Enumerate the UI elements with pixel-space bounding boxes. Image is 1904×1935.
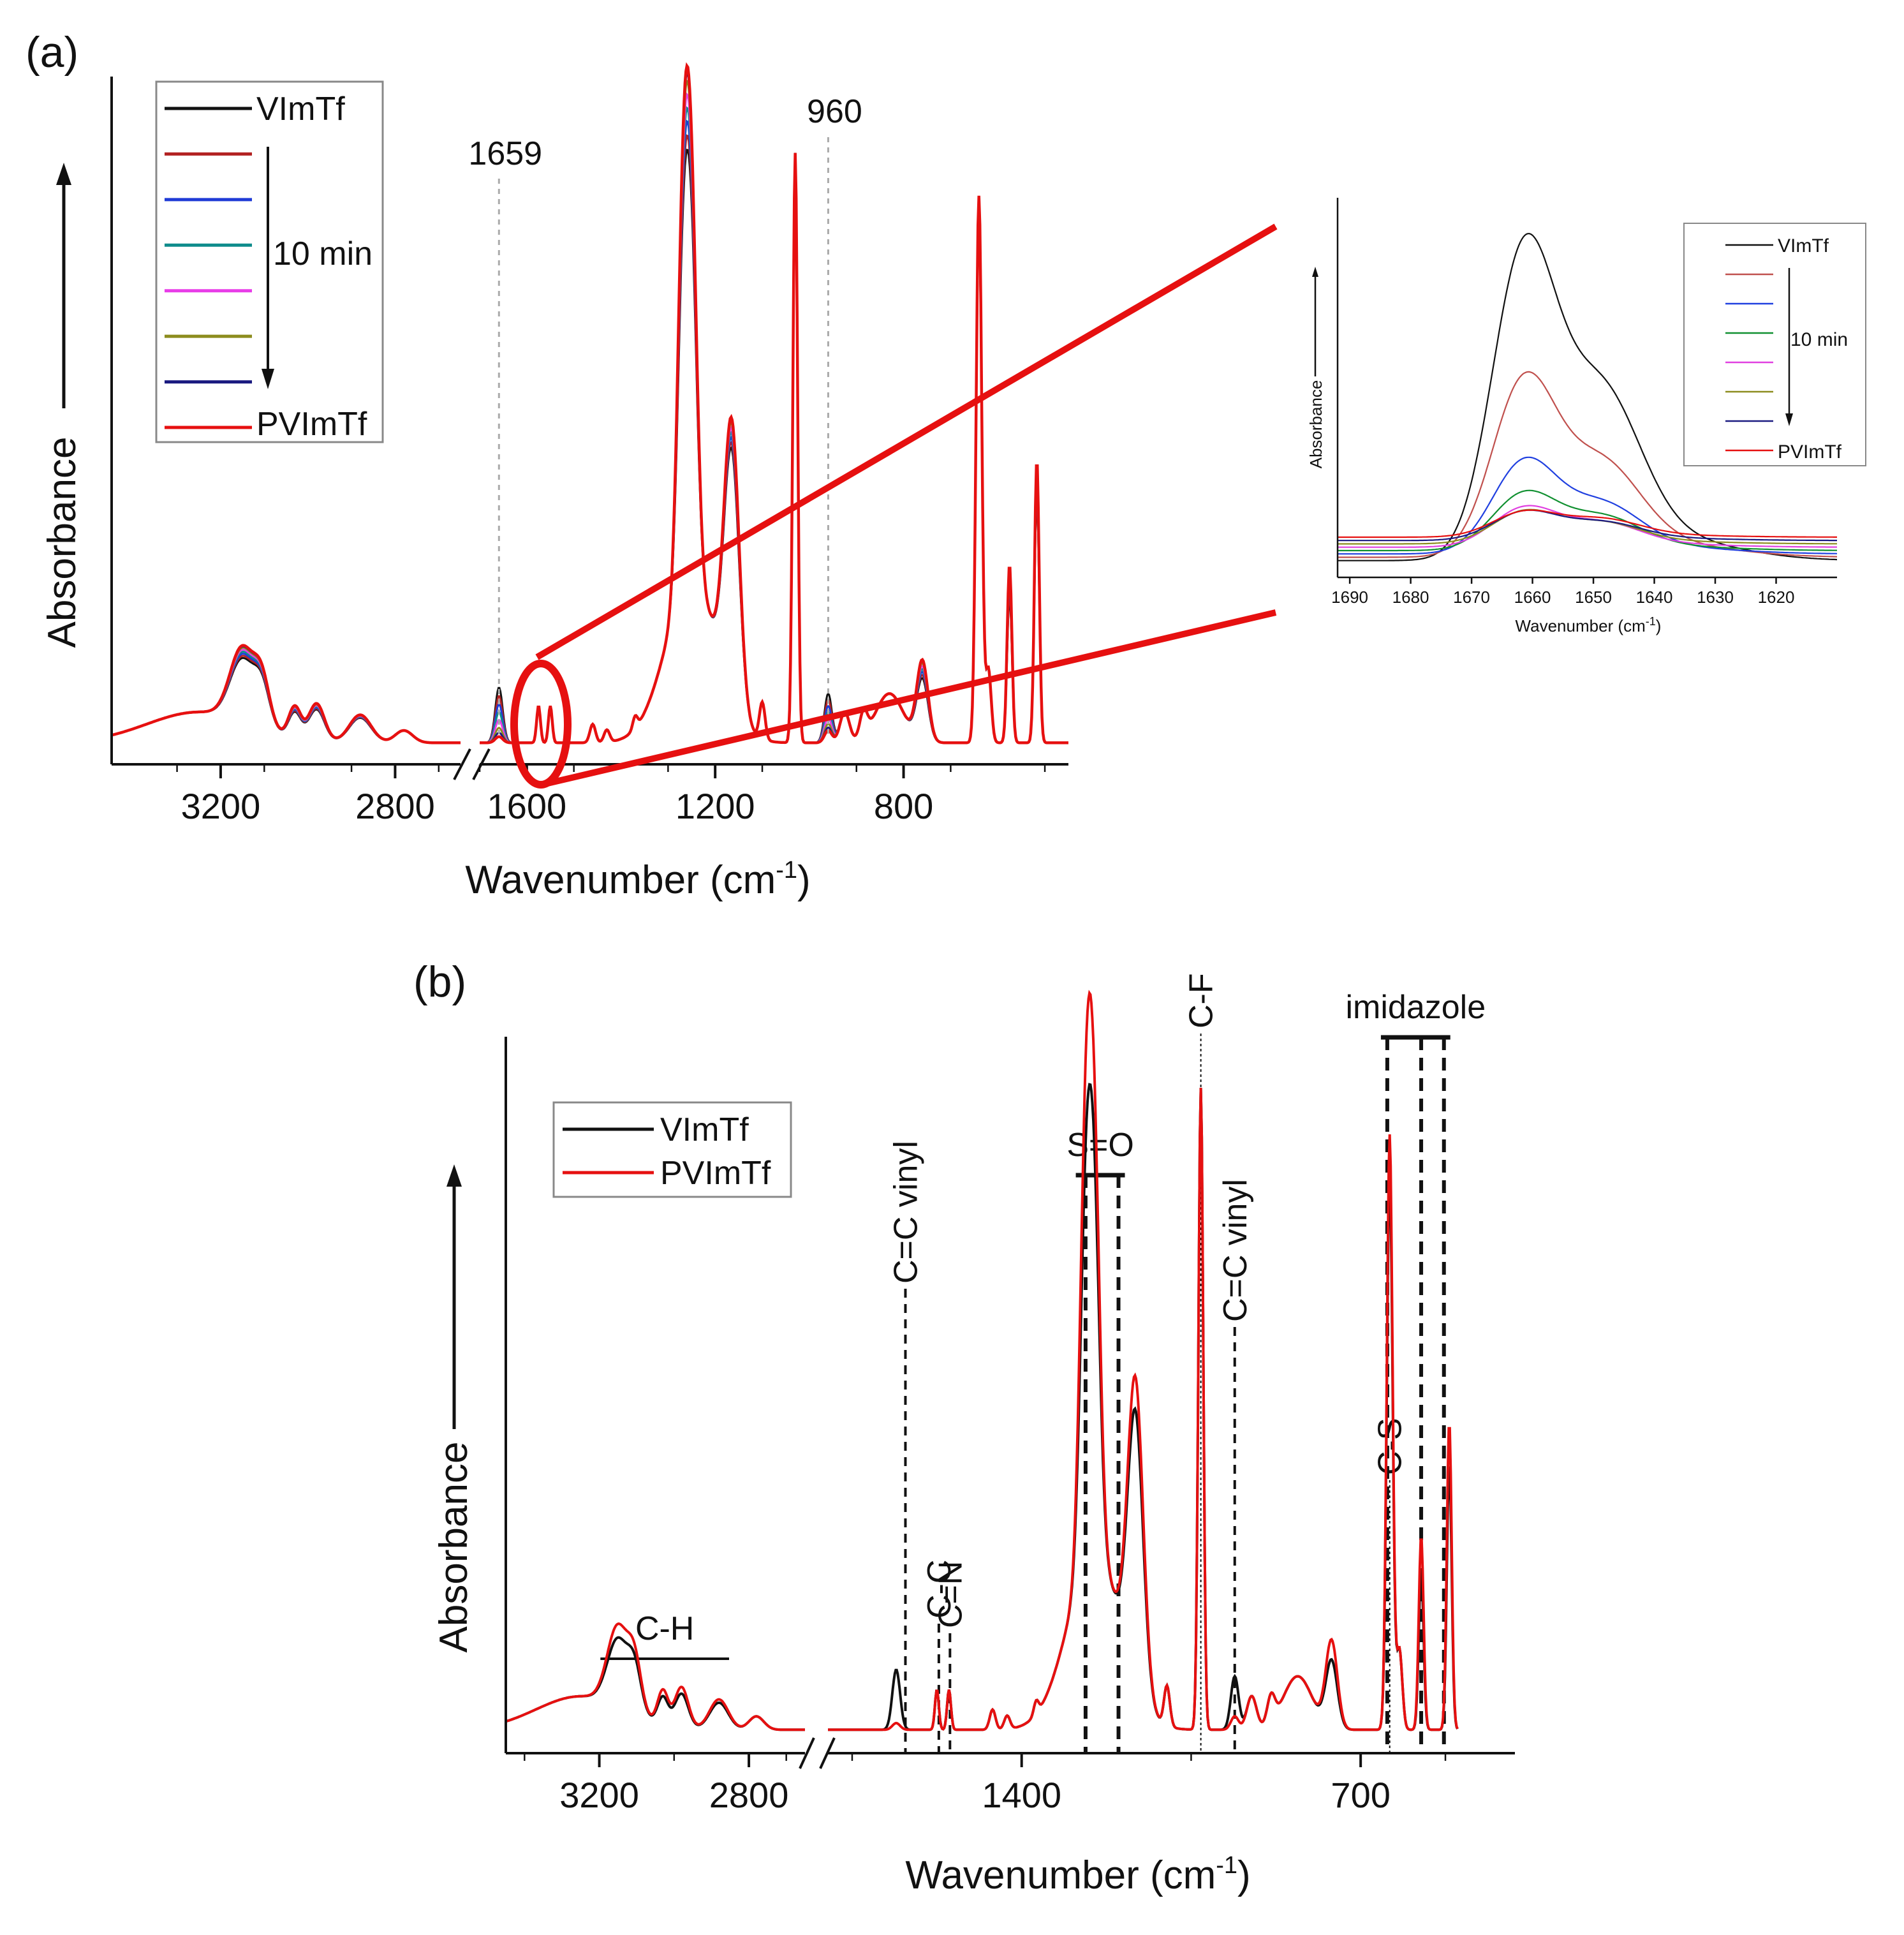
panel-a-x-tick-label: 800 — [874, 786, 933, 826]
inset-x-label-close: ) — [1656, 616, 1662, 635]
panel-b-x-tick-label: 1400 — [982, 1775, 1061, 1815]
panel-a-series-7 — [111, 62, 1068, 745]
inset-y-arrow-head — [1312, 267, 1318, 277]
panel-b-annotations: C-H C=C vinyl C-CC=N S=O C-F C=C vinyl C-S imid… — [600, 973, 1486, 1753]
panel-a-legend-first: VImTf — [256, 91, 345, 128]
inset-x-tick-label: 1640 — [1636, 588, 1673, 607]
panel-a-x-tick-label: 2800 — [355, 786, 435, 826]
panel-b-break-mark-1 — [799, 1737, 815, 1769]
panel-a-zoom-line-upper — [535, 223, 1278, 660]
inset-legend-lines — [1725, 244, 1773, 452]
inset-x-tick-label: 1650 — [1575, 588, 1612, 607]
panel-a-ticks: 3200 2800 1600 1200 800 — [176, 764, 1046, 826]
inset-x-tick-label: 1690 — [1331, 588, 1368, 607]
inset-x-tick-label: 1620 — [1758, 588, 1795, 607]
panel-b-annotation-label-4: S=O — [1066, 1127, 1134, 1164]
panel-b-annotation-label-3: C=N — [932, 1561, 969, 1628]
inset-ticks: 1690 1680 1670 1660 1650 1640 1630 1620 — [1331, 577, 1794, 607]
panel-b-x-tick-label: 700 — [1331, 1775, 1390, 1815]
inset-x-tick-label: 1660 — [1514, 588, 1551, 607]
panel-a-960-label: 960 — [807, 93, 862, 130]
panel-b-x-label-text: Wavenumber (cm — [905, 1853, 1216, 1897]
panel-b-y-arrow-head — [446, 1164, 462, 1187]
inset-x-label-text: Wavenumber (cm — [1516, 616, 1646, 635]
panel-b-label: (b) — [413, 958, 466, 1006]
panel-a-x-label-close: ) — [797, 858, 811, 902]
inset-legend: VImTf PVImTf 10 min — [1683, 223, 1866, 466]
panel-a-chart: (a) 3200 2800 1600 1200 800 Absorbance Waven… — [26, 28, 1278, 902]
panel-b-annotation-label-2: C-C — [921, 1560, 958, 1619]
panel-b-legend: VImTf PVImTf — [552, 1101, 792, 1198]
panel-a-legend-arrow-label: 10 min — [273, 235, 373, 272]
panel-b-x-label-close: ) — [1237, 1853, 1251, 1897]
inset-legend-first: VImTf — [1778, 235, 1829, 256]
panel-a-legend-arrow-head — [262, 369, 274, 389]
inset-series-7 — [1338, 509, 1837, 538]
panel-a-legend-lines — [165, 107, 252, 429]
panel-b-x-tick-label: 3200 — [559, 1775, 639, 1815]
panel-a-legend-last: PVImTf — [256, 406, 367, 443]
panel-b-legend-vimtf: VImTf — [660, 1111, 749, 1148]
panel-a-zoom-ellipse — [510, 660, 572, 789]
inset-x-tick-label: 1680 — [1392, 588, 1429, 607]
panel-b-annotation-label-8: imidazole — [1345, 989, 1486, 1026]
panel-a-x-label-text: Wavenumber (cm — [465, 858, 776, 902]
panel-a-x-tick-label: 1200 — [675, 786, 755, 826]
panel-b-break-mark-2 — [819, 1737, 836, 1769]
panel-a-break-mark-2 — [472, 748, 491, 780]
panel-a-x-tick-label: 1600 — [487, 786, 567, 826]
inset-x-label: Wavenumber (cm-1) — [1516, 615, 1662, 635]
inset-legend-last: PVImTf — [1778, 441, 1842, 463]
panel-b-annotation-label-5: C-F — [1183, 973, 1220, 1028]
panel-a-curves — [111, 62, 1068, 745]
inset-curves — [1338, 233, 1838, 561]
panel-a-1659-label: 1659 — [468, 135, 542, 172]
inset-legend-arrow-head — [1785, 413, 1793, 426]
inset-series-5 — [1338, 508, 1837, 545]
inset-series-2 — [1338, 456, 1838, 555]
inset-legend-arrow-label: 10 min — [1790, 329, 1848, 350]
panel-b-annotation-label-1: C=C vinyl — [887, 1141, 924, 1284]
panel-a-x-label-sup: -1 — [776, 857, 797, 884]
panel-b-x-label-sup: -1 — [1216, 1852, 1237, 1879]
panel-a-break-mark-1 — [453, 748, 471, 780]
panel-a-label: (a) — [26, 28, 78, 77]
panel-a-x-label: Wavenumber (cm-1) — [465, 857, 810, 902]
inset-series-3 — [1338, 489, 1837, 552]
panel-b-y-label: Absorbance — [432, 1442, 476, 1653]
panel-b-series-1 — [505, 990, 1459, 1731]
panel-b-legend-pvimtf: PVImTf — [660, 1155, 771, 1192]
panel-b-chart: (b) C-H C=C vinyl C-CC=N S=O C-F C=C vinyl C-S… — [413, 958, 1515, 1897]
panel-b-annotation-label-0: C-H — [635, 1610, 694, 1647]
inset-legend-box — [1683, 223, 1866, 466]
panel-a-zoom-line-lower — [546, 609, 1277, 787]
panel-a-legend: VImTf PVImTf 10 min — [155, 80, 384, 443]
inset-series-1 — [1338, 371, 1838, 558]
inset-x-label-sup: -1 — [1646, 615, 1656, 628]
inset-y-label: Absorbance — [1306, 380, 1325, 469]
panel-b-legend-box — [552, 1101, 792, 1198]
panel-b-curves — [505, 990, 1459, 1731]
inset-x-tick-label: 1670 — [1453, 588, 1490, 607]
panel-b-ticks: 3200 2800 1400 700 — [524, 1753, 1447, 1815]
panel-a-y-arrow-head — [56, 163, 71, 185]
inset-x-tick-label: 1630 — [1697, 588, 1734, 607]
panel-b-annotation-label-6: C=C vinyl — [1217, 1179, 1254, 1322]
panel-b-x-label: Wavenumber (cm-1) — [905, 1852, 1250, 1897]
inset-series-6 — [1338, 509, 1837, 542]
inset-chart: 1690 1680 1670 1660 1650 1640 1630 1620 Absorba… — [1306, 198, 1866, 635]
panel-a-x-tick-label: 3200 — [181, 786, 261, 826]
panel-b-x-tick-label: 2800 — [709, 1775, 789, 1815]
panel-b-annotation-label-7: C-S — [1372, 1418, 1409, 1475]
panel-a-y-label: Absorbance — [40, 437, 84, 648]
